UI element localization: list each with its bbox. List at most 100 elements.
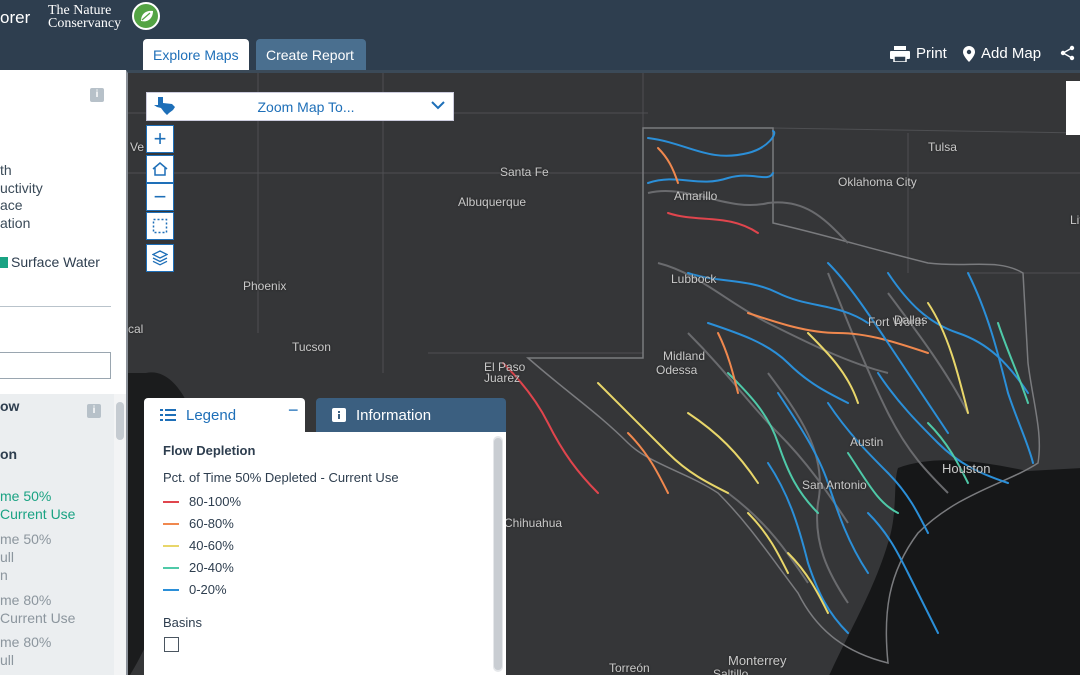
layer-option-active[interactable]: Current Use bbox=[0, 506, 76, 522]
layer-option[interactable]: ull bbox=[0, 652, 15, 668]
city-label: Odessa bbox=[656, 363, 698, 377]
legend-item: 20-40% bbox=[163, 560, 234, 575]
printer-icon bbox=[890, 45, 910, 62]
city-label: Lubbock bbox=[671, 272, 717, 286]
scrollbar-thumb[interactable] bbox=[494, 438, 502, 670]
legend-widget: Legend − Information Flow Depletion Pct.… bbox=[144, 398, 506, 675]
city-label: San Antonio bbox=[802, 478, 867, 492]
print-label: Print bbox=[916, 45, 947, 62]
logo-line-2: Conservancy bbox=[48, 16, 122, 31]
info-icon[interactable]: i bbox=[87, 404, 101, 418]
legend-heading: Flow Depletion bbox=[163, 443, 256, 458]
print-button[interactable]: Print bbox=[890, 45, 947, 62]
layer-list-item: ow bbox=[0, 398, 20, 414]
city-label: Ve bbox=[130, 140, 145, 154]
city-label: Juarez bbox=[484, 371, 521, 385]
map-pin-icon bbox=[963, 45, 975, 62]
app-header: orer The Nature Conservancy Explore Maps… bbox=[0, 0, 1080, 70]
legend-item: 80-100% bbox=[163, 494, 241, 509]
layers-icon bbox=[152, 250, 168, 266]
legend-swatch bbox=[163, 544, 179, 547]
scrollbar-thumb[interactable] bbox=[116, 402, 124, 440]
tab-information-label: Information bbox=[356, 406, 432, 424]
city-label: El Paso bbox=[484, 360, 526, 374]
zoom-to-label: Zoom Map To... bbox=[257, 99, 355, 115]
info-icon[interactable]: i bbox=[90, 88, 104, 102]
zoom-in-button[interactable]: + bbox=[146, 125, 174, 153]
layer-list-item: on bbox=[0, 446, 18, 462]
layer-option[interactable]: Current Use bbox=[0, 610, 76, 626]
surface-water-checkbox[interactable]: Surface Water bbox=[0, 254, 100, 270]
legend-item-label: 20-40% bbox=[189, 560, 234, 575]
legend-item-label: 60-80% bbox=[189, 516, 234, 531]
layer-option-active[interactable]: me 50% bbox=[0, 488, 52, 504]
left-panel: i th uctivity ace ation Surface Water i … bbox=[0, 70, 126, 675]
city-label: Fort Worth bbox=[868, 315, 925, 329]
city-label: Midland bbox=[663, 349, 706, 363]
legend-swatch bbox=[163, 566, 179, 569]
texas-outline bbox=[526, 127, 1041, 664]
tab-create-report[interactable]: Create Report bbox=[256, 39, 366, 70]
city-label: Albuquerque bbox=[458, 195, 527, 209]
basins-checkbox[interactable] bbox=[164, 637, 179, 652]
tnc-logo[interactable]: The Nature Conservancy bbox=[48, 4, 122, 31]
panel-text-line: ace bbox=[0, 197, 23, 213]
zoom-to-dropdown[interactable]: Zoom Map To... bbox=[146, 92, 454, 121]
layer-option[interactable]: me 50% bbox=[0, 531, 52, 547]
city-label: Houston bbox=[942, 461, 991, 476]
layer-option[interactable]: me 80% bbox=[0, 634, 52, 650]
legend-subheading: Pct. of Time 50% Depleted - Current Use bbox=[163, 470, 399, 485]
legend-content: Flow Depletion Pct. of Time 50% Depleted… bbox=[144, 432, 506, 675]
add-map-button[interactable]: Add Map bbox=[963, 45, 1041, 62]
add-map-label: Add Map bbox=[981, 45, 1042, 62]
tnc-leaf-icon bbox=[132, 2, 160, 30]
legend-swatch bbox=[163, 588, 179, 591]
city-label: Tucson bbox=[292, 340, 331, 354]
panel-scrollbar[interactable] bbox=[114, 394, 126, 675]
legend-item-label: 80-100% bbox=[189, 494, 242, 509]
divider bbox=[0, 306, 111, 307]
legend-swatch bbox=[163, 500, 179, 503]
layer-list: i ow on me 50% Current Use me 50% ull n … bbox=[0, 394, 114, 675]
info-icon bbox=[332, 408, 346, 422]
layer-option[interactable]: me 80% bbox=[0, 592, 52, 608]
city-label: Austin bbox=[850, 435, 884, 449]
collapse-icon[interactable]: − bbox=[288, 400, 299, 420]
map-side-panel-edge[interactable] bbox=[1066, 81, 1080, 135]
legend-item: 40-60% bbox=[163, 538, 234, 553]
city-label: Dallas bbox=[894, 313, 928, 327]
texas-icon bbox=[154, 97, 175, 115]
city-label: Tulsa bbox=[928, 140, 957, 154]
select-area-button[interactable] bbox=[146, 212, 174, 240]
home-icon bbox=[152, 162, 168, 176]
share-button[interactable] bbox=[1060, 45, 1076, 61]
list-icon bbox=[160, 409, 176, 421]
city-label: Oklahoma City bbox=[838, 175, 917, 189]
plus-icon: + bbox=[153, 126, 167, 151]
legend-scrollbar[interactable] bbox=[493, 436, 503, 672]
gulf-water bbox=[829, 460, 1080, 675]
zoom-out-button[interactable]: − bbox=[146, 183, 174, 211]
home-button[interactable] bbox=[146, 155, 174, 183]
legend-item: 60-80% bbox=[163, 516, 234, 531]
basins-label: Basins bbox=[163, 615, 203, 630]
city-label: Saltillo bbox=[713, 667, 749, 675]
checkbox-checked-icon bbox=[0, 256, 8, 268]
tab-legend[interactable]: Legend bbox=[144, 398, 305, 432]
city-label: Monterrey bbox=[728, 653, 787, 668]
tab-information[interactable]: Information bbox=[316, 398, 506, 432]
layers-button[interactable] bbox=[146, 244, 174, 272]
tab-explore-maps[interactable]: Explore Maps bbox=[143, 39, 249, 70]
city-label: Lit bbox=[1070, 213, 1080, 227]
panel-text-line: ation bbox=[0, 215, 31, 231]
city-label: Chihuahua bbox=[504, 516, 563, 530]
city-label: cal bbox=[128, 322, 144, 336]
legend-item-label: 40-60% bbox=[189, 538, 234, 553]
city-label: Torreón bbox=[609, 661, 650, 675]
city-label: Amarillo bbox=[674, 189, 718, 203]
search-input[interactable] bbox=[0, 352, 111, 379]
city-label: Phoenix bbox=[243, 279, 287, 293]
minus-icon: − bbox=[153, 184, 167, 209]
layer-option[interactable]: n bbox=[0, 567, 8, 583]
layer-option[interactable]: ull bbox=[0, 549, 15, 565]
